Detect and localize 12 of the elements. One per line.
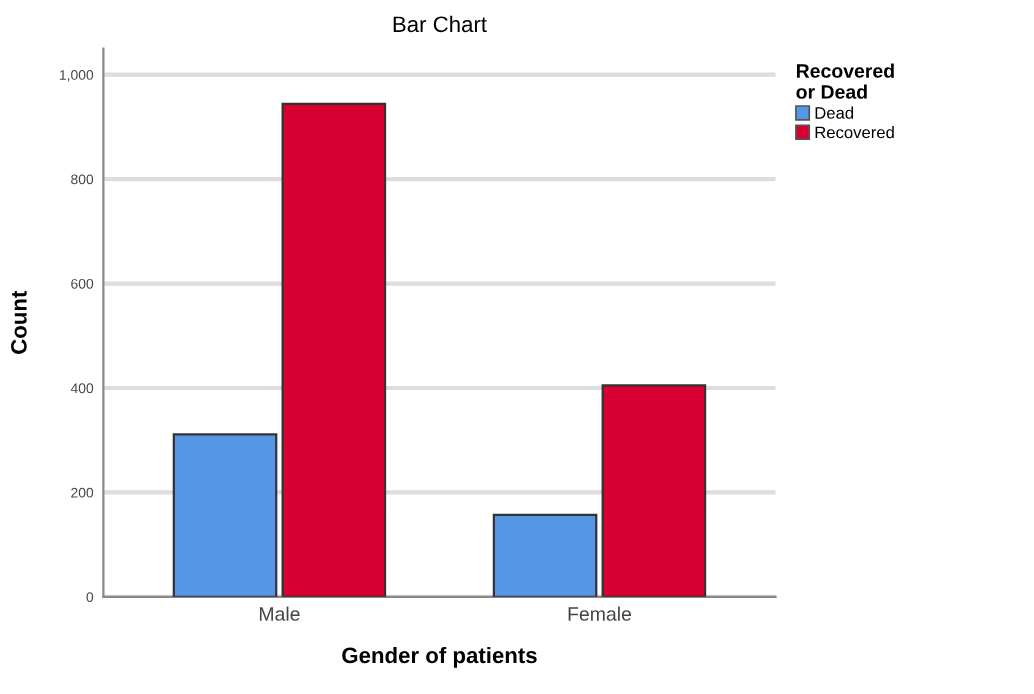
chart-title: Bar Chart bbox=[393, 15, 487, 33]
bar bbox=[281, 102, 387, 597]
bar bbox=[172, 433, 278, 597]
bar bbox=[601, 384, 707, 597]
legend-label: Dead bbox=[815, 106, 854, 119]
legend-title: Recovered or Dead bbox=[796, 63, 894, 99]
x-tick-label: Female bbox=[568, 606, 632, 621]
x-axis-title: Gender of patients bbox=[342, 646, 537, 668]
bar bbox=[492, 513, 598, 597]
legend-label: Recovered bbox=[815, 126, 894, 139]
y-axis-title: Count bbox=[11, 290, 27, 354]
x-tick-label: Male bbox=[259, 606, 300, 621]
